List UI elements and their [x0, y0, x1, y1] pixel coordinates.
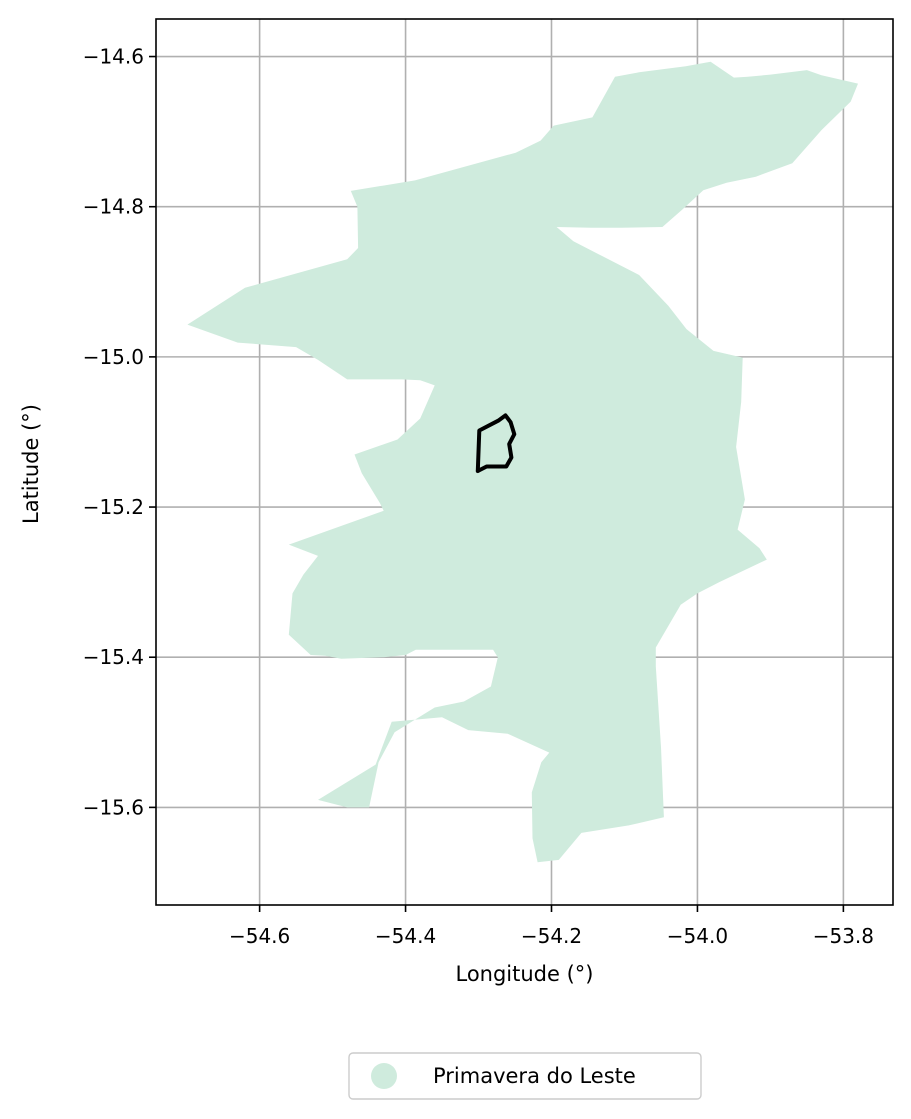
- y-tick-label: −14.8: [83, 195, 144, 219]
- y-axis-label: Latitude (°): [19, 404, 43, 524]
- legend-box: [348, 1052, 702, 1100]
- legend: Primavera do Leste: [348, 1052, 702, 1100]
- x-tick-label: −54.4: [375, 924, 436, 948]
- axis-ticks: −54.6 −54.4 −54.2 −54.0 −53.8 −14.6 −14.8 −15.0…: [83, 45, 874, 948]
- y-tick-label: −15.0: [83, 345, 144, 369]
- plot-frame: [155, 18, 894, 906]
- polygon-primavera-do-leste: [187, 61, 858, 863]
- x-tick-label: −54.2: [521, 924, 582, 948]
- map-layers: [187, 61, 858, 863]
- y-tick-label: −15.4: [83, 645, 144, 669]
- legend-entry-label: Primavera do Leste: [433, 1064, 636, 1088]
- y-tick-label: −14.6: [83, 45, 144, 69]
- x-tick-label: −53.8: [813, 924, 874, 948]
- outline-polyline: [475, 413, 517, 473]
- y-tick-label: −15.6: [83, 795, 144, 819]
- x-tick-label: −54.6: [229, 924, 290, 948]
- y-tick-label: −15.2: [83, 495, 144, 519]
- legend-marker-icon: [371, 1063, 397, 1089]
- x-axis-label: Longitude (°): [455, 962, 593, 986]
- x-tick-label: −54.0: [667, 924, 728, 948]
